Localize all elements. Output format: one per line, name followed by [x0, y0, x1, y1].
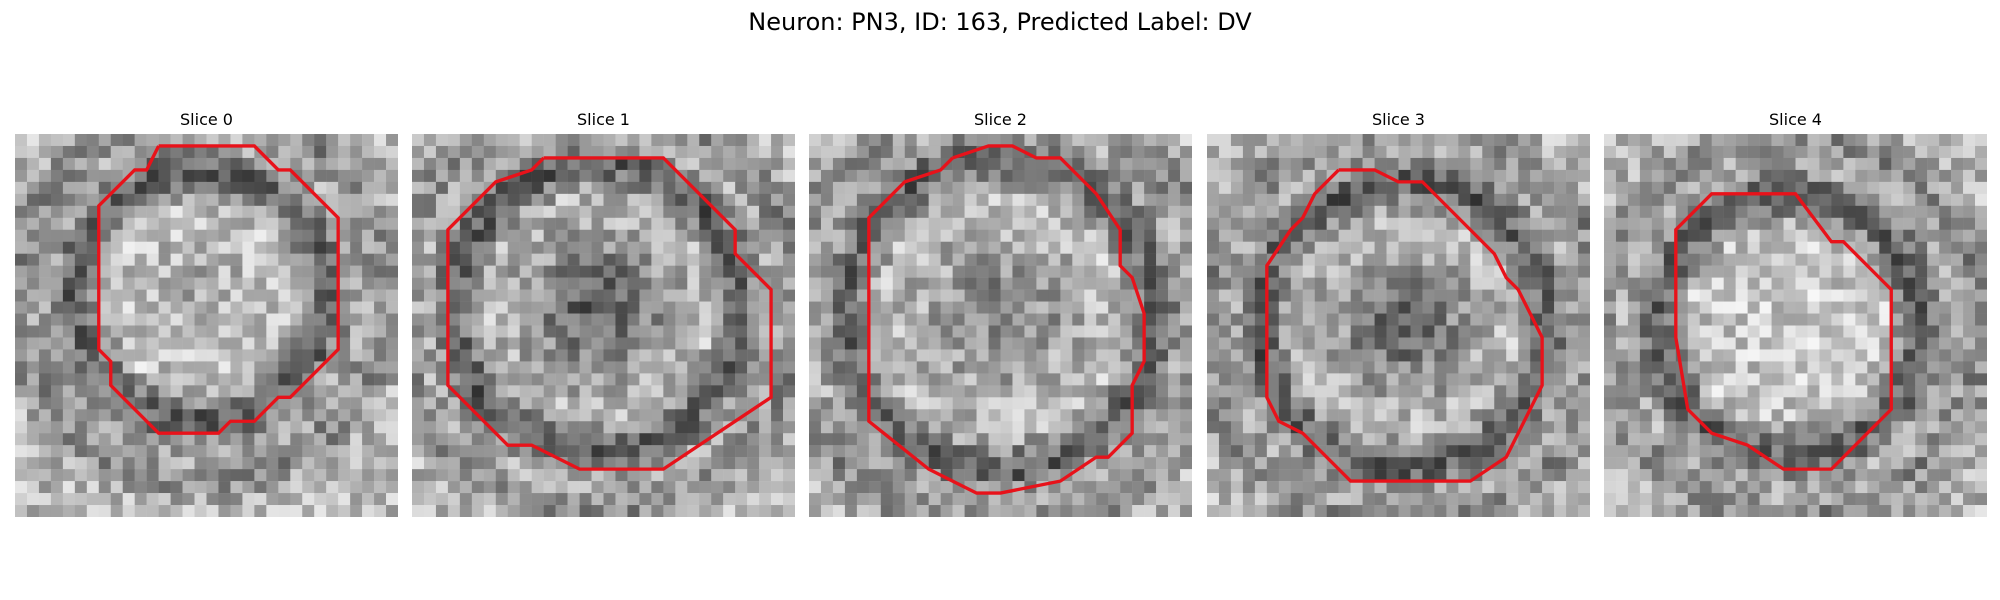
- slice-title-3: Slice 3: [1372, 110, 1425, 129]
- grayscale-pixels: [1207, 134, 1590, 517]
- grayscale-pixels: [15, 134, 398, 517]
- figure-title: Neuron: PN3, ID: 163, Predicted Label: D…: [748, 8, 1252, 36]
- segmentation-contour: [446, 156, 773, 471]
- slice-panel-3: Slice 3: [1207, 110, 1590, 520]
- slice-panel-1: Slice 1: [412, 110, 795, 520]
- slice-image-3: [1207, 134, 1590, 517]
- slice-image-0: [15, 134, 398, 517]
- slice-title-1: Slice 1: [577, 110, 630, 129]
- slice-image-4: [1604, 134, 1987, 517]
- segmentation-contour: [867, 144, 1146, 495]
- grayscale-pixels: [1604, 134, 1987, 517]
- grayscale-pixels: [809, 134, 1192, 517]
- segmentation-contour: [1674, 192, 1893, 471]
- slice-panel-4: Slice 4: [1604, 110, 1987, 520]
- grayscale-pixels: [412, 134, 795, 517]
- slice-title-2: Slice 2: [974, 110, 1027, 129]
- slice-title-0: Slice 0: [180, 110, 233, 129]
- slice-panel-2: Slice 2: [809, 110, 1192, 520]
- slice-image-1: [412, 134, 795, 517]
- slice-image-2: [809, 134, 1192, 517]
- segmentation-contour: [1265, 168, 1544, 483]
- slice-panel-0: Slice 0: [15, 110, 398, 520]
- slice-title-4: Slice 4: [1769, 110, 1822, 129]
- segmentation-contour: [97, 144, 340, 435]
